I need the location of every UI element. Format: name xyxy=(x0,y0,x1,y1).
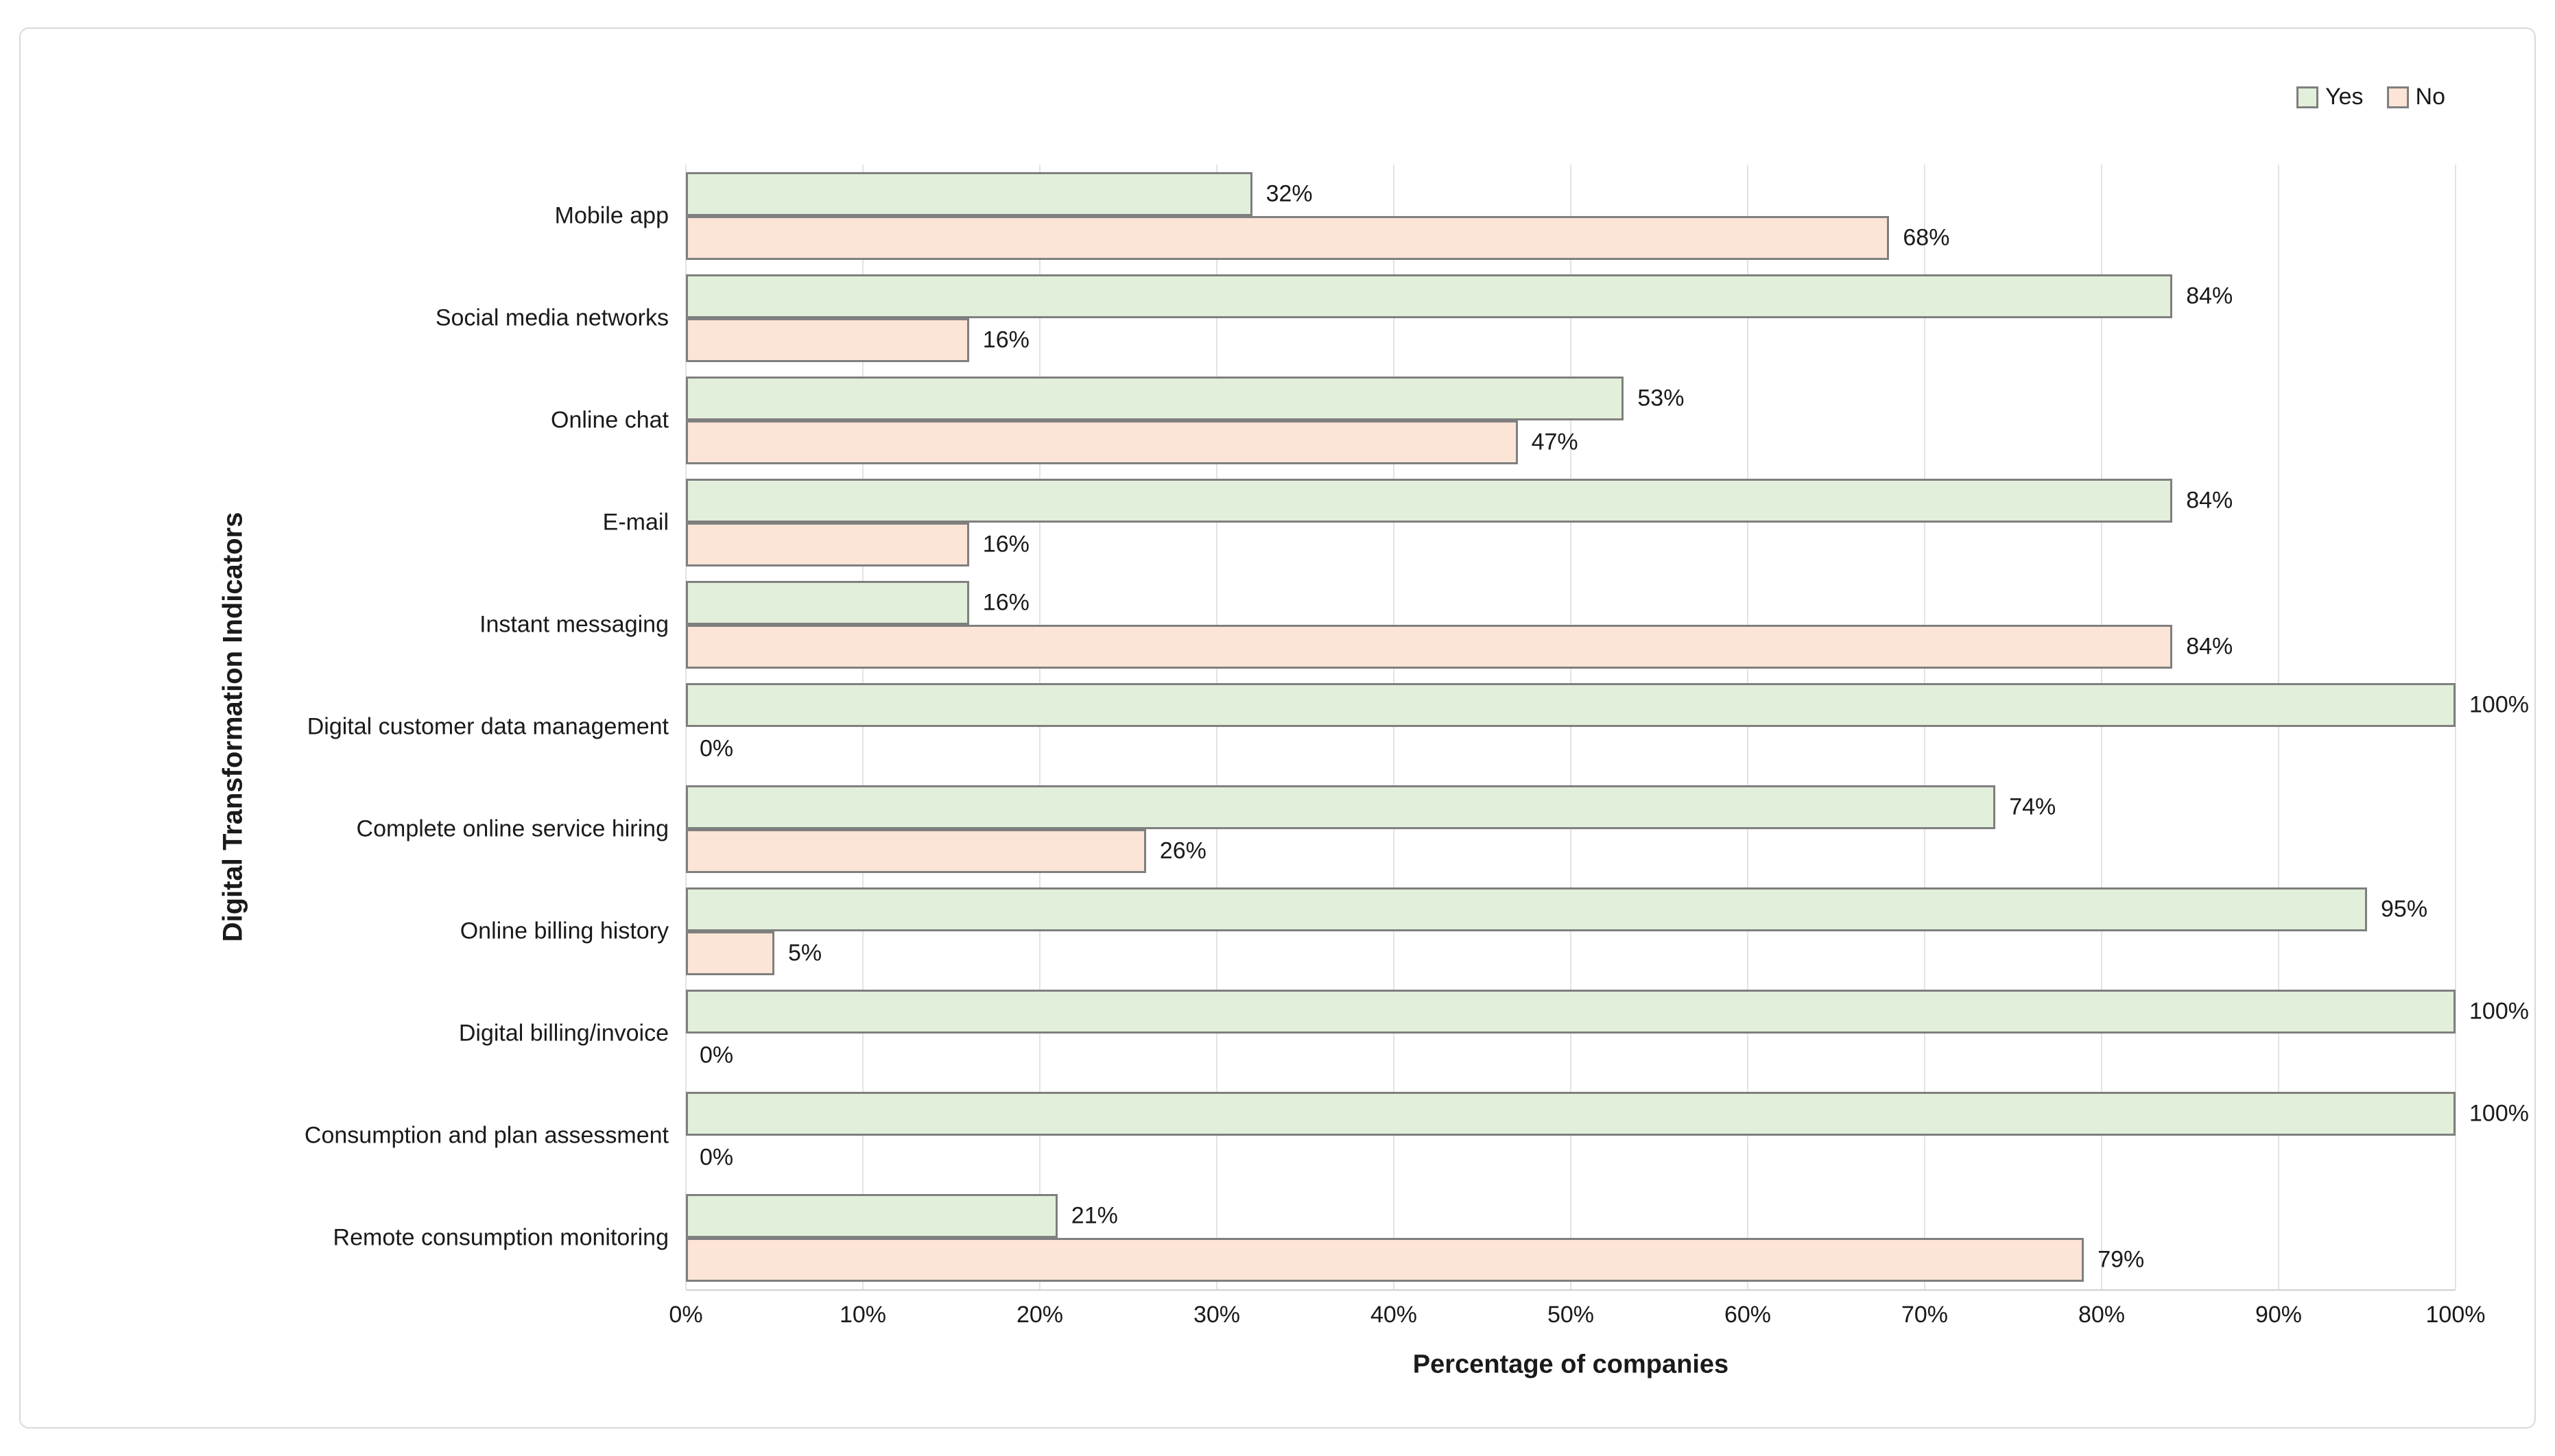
legend-item-no: No xyxy=(2386,84,2445,110)
gridline xyxy=(1393,165,1394,1289)
yes-bar-label: 100% xyxy=(2469,1100,2529,1127)
no-bar xyxy=(686,522,969,566)
no-bar xyxy=(686,318,969,362)
category-label: Social media networks xyxy=(435,304,669,331)
x-tick-label: 30% xyxy=(1193,1302,1241,1328)
yes-bar-label: 16% xyxy=(982,589,1030,616)
category-label: E-mail xyxy=(602,509,669,536)
figure-border xyxy=(19,27,2536,1429)
no-bar-label: 68% xyxy=(1903,224,1950,251)
yes-bar xyxy=(686,683,2456,727)
category-label: Consumption and plan assessment xyxy=(304,1122,669,1149)
yes-bar-label: 21% xyxy=(1071,1202,1118,1229)
yes-bar xyxy=(686,171,1252,216)
category-label: Digital customer data management xyxy=(307,713,669,740)
no-bar xyxy=(686,624,2173,669)
legend: Yes No xyxy=(2296,84,2445,110)
yes-bar-label: 100% xyxy=(2469,998,2529,1025)
x-axis-title: Percentage of companies xyxy=(1412,1350,1729,1379)
yes-bar xyxy=(686,376,1624,420)
no-bar-label: 47% xyxy=(1531,429,1578,455)
category-label: Digital billing/invoice xyxy=(458,1020,669,1047)
gridline xyxy=(1216,165,1217,1289)
y-axis-title: Digital Transformation Indicators xyxy=(217,512,248,942)
legend-swatch-no-icon xyxy=(2386,86,2409,108)
gridline xyxy=(2101,165,2102,1289)
no-bar xyxy=(686,1238,2084,1282)
yes-bar xyxy=(686,1194,1058,1239)
yes-bar-label: 53% xyxy=(1637,385,1685,411)
yes-bar-label: 84% xyxy=(2186,283,2233,309)
x-tick-label: 70% xyxy=(1901,1302,1949,1328)
x-tick-label: 80% xyxy=(2078,1302,2126,1328)
x-tick-label: 10% xyxy=(839,1302,887,1328)
yes-bar xyxy=(686,785,1996,830)
yes-bar xyxy=(686,274,2173,318)
no-bar xyxy=(686,215,1890,260)
no-bar-label: 16% xyxy=(982,326,1030,353)
yes-bar-label: 74% xyxy=(2009,793,2056,820)
no-bar-label: 0% xyxy=(700,735,734,762)
no-bar xyxy=(686,829,1146,874)
category-label: Online chat xyxy=(551,407,669,433)
gridline xyxy=(1039,165,1041,1289)
gridline xyxy=(1747,165,1748,1289)
no-bar-label: 84% xyxy=(2186,633,2233,660)
yes-bar-label: 32% xyxy=(1265,180,1313,207)
yes-bar xyxy=(686,580,969,625)
category-label: Remote consumption monitoring xyxy=(333,1224,669,1251)
no-bar-label: 26% xyxy=(1159,837,1207,864)
no-bar-label: 5% xyxy=(788,940,822,966)
no-bar-label: 16% xyxy=(982,531,1030,558)
yes-bar xyxy=(686,478,2173,523)
gridline xyxy=(862,165,864,1289)
gridline xyxy=(2278,165,2279,1289)
legend-label-yes: Yes xyxy=(2325,84,2364,110)
no-bar xyxy=(686,420,1518,464)
yes-bar xyxy=(686,1092,2456,1136)
gridline xyxy=(685,165,687,1289)
category-label: Online billing history xyxy=(460,918,669,944)
gridline xyxy=(1924,165,1925,1289)
yes-bar xyxy=(686,887,2367,932)
legend-item-yes: Yes xyxy=(2296,84,2364,110)
no-bar-label: 0% xyxy=(700,1042,734,1069)
no-bar xyxy=(686,931,774,976)
legend-label-no: No xyxy=(2415,84,2445,110)
gridline xyxy=(1570,165,1571,1289)
yes-bar-label: 84% xyxy=(2186,487,2233,514)
x-tick-label: 0% xyxy=(669,1302,703,1328)
no-bar-label: 0% xyxy=(700,1144,734,1171)
x-tick-label: 20% xyxy=(1016,1302,1064,1328)
yes-bar-label: 95% xyxy=(2381,896,2428,922)
x-tick-label: 50% xyxy=(1547,1302,1595,1328)
no-bar-label: 79% xyxy=(2098,1246,2145,1273)
category-label: Mobile app xyxy=(554,202,669,228)
yes-bar xyxy=(686,990,2456,1034)
x-tick-label: 40% xyxy=(1370,1302,1418,1328)
category-label: Complete online service hiring xyxy=(356,815,669,842)
x-tick-label: 100% xyxy=(2425,1302,2486,1328)
x-tick-label: 60% xyxy=(1724,1302,1772,1328)
gridline xyxy=(2455,165,2456,1289)
yes-bar-label: 100% xyxy=(2469,691,2529,718)
category-label: Instant messaging xyxy=(479,611,669,638)
legend-swatch-yes-icon xyxy=(2296,86,2319,108)
x-axis-line xyxy=(686,1289,2456,1291)
x-tick-label: 90% xyxy=(2255,1302,2303,1328)
